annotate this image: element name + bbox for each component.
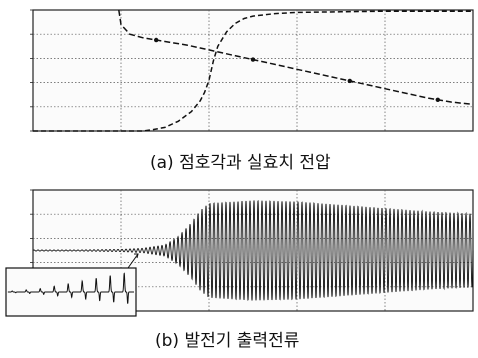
chart-b-series-0 — [32, 199, 474, 301]
caption-a: (a) 점호각과 실효치 전압 — [150, 153, 331, 173]
chart-a-ticks — [30, 9, 33, 132]
caption-b: (b) 발전기 출력전류 — [155, 331, 300, 351]
chart-a-marker-3 — [435, 97, 440, 102]
chart-b-generator-output-current — [5, 189, 474, 317]
chart-a-series-1 — [33, 10, 473, 132]
inset-series-0 — [8, 272, 134, 304]
chart-b-series — [32, 199, 474, 301]
chart-a-grid — [33, 10, 473, 131]
chart-b-inset-zoom — [5, 267, 137, 317]
chart-a-marker-0 — [154, 37, 159, 43]
chart-a-rms-voltage-firing-angle — [30, 9, 474, 132]
chart-a-series — [33, 9, 474, 132]
chart-a-marker-2 — [347, 78, 352, 84]
chart-a-plot-area — [32, 9, 474, 132]
chart-a-marker-1 — [250, 57, 256, 62]
inset-pointer-arrowhead — [134, 253, 139, 259]
chart-a-series-0 — [118, 9, 474, 106]
inset-pointer-arrow — [127, 253, 139, 269]
chart-a-markers — [154, 37, 440, 102]
